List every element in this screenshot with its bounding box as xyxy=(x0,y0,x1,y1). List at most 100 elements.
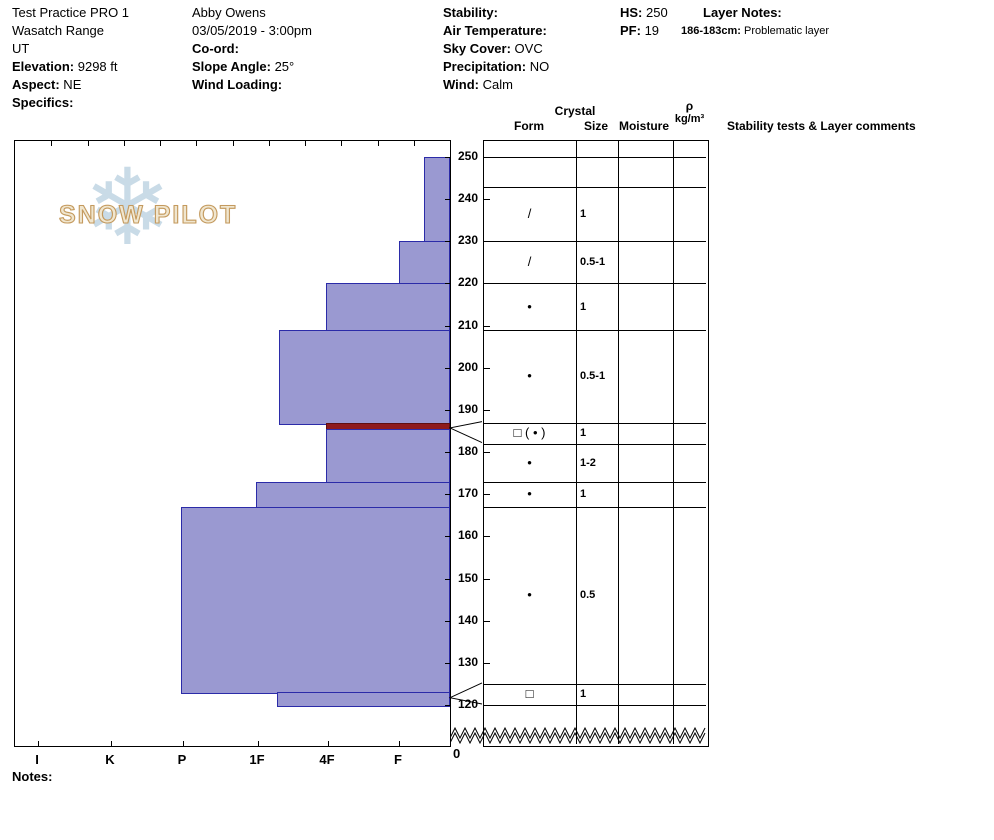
depth-scale: 250 240 230 220 210 200 190 180 170 160 150 140 130 1… xyxy=(449,140,483,745)
header-line: HS: 250 xyxy=(620,5,668,20)
form-column-header: Form xyxy=(514,119,544,133)
layer-boundary-line xyxy=(484,157,706,158)
header-col-snowpack: HS: 250 PF: 19 xyxy=(620,4,668,40)
hardness-axis-label: K xyxy=(105,752,115,767)
depth-tick-mark xyxy=(445,452,450,453)
depth-tick-mark xyxy=(484,494,490,495)
grain-size-value: 1 xyxy=(580,427,587,440)
grain-size-value: 1-2 xyxy=(580,456,596,469)
hardness-tick xyxy=(111,741,112,746)
header-line: Wind Loading: xyxy=(192,77,283,92)
grain-table: / 1 / 0.5-1 • 1 • 0.5-1 □ ( • ) 1 • 1-2 • 1 • 0.5 □ 1 xyxy=(483,140,709,747)
hardness-tick xyxy=(258,741,259,746)
header-line: Precipitation: NO xyxy=(443,59,550,74)
header-line: Aspect: NE xyxy=(12,77,82,92)
depth-tick-label: 250 xyxy=(457,149,478,163)
depth-tick-label: 220 xyxy=(457,275,478,290)
header-col-observer: Abby Owens 03/05/2019 - 3:00pm Co-ord: Slop… xyxy=(192,4,312,94)
header-line: Sky Cover: OVC xyxy=(443,41,543,56)
depth-tick-mark xyxy=(484,621,490,622)
hardness-axis: I K P 1F 4F F xyxy=(14,752,449,768)
depth-tick-mark xyxy=(445,157,450,158)
layer-note-range: 186-183cm: xyxy=(681,25,741,37)
depth-tick-mark xyxy=(484,579,490,580)
header-line: Wind: Calm xyxy=(443,77,513,92)
snow-layer-bar xyxy=(326,428,450,484)
snow-layer-bar xyxy=(279,329,450,425)
hardness-tick xyxy=(399,741,400,746)
graph-top-tick xyxy=(414,141,415,146)
depth-tick-mark xyxy=(484,368,490,369)
depth-tick-mark xyxy=(445,410,450,411)
layer-boundary-line xyxy=(484,330,706,331)
depth-tick-mark xyxy=(445,536,450,537)
hardness-tick xyxy=(183,741,184,746)
depth-tick-mark xyxy=(484,326,490,327)
depth-tick-mark xyxy=(484,199,490,200)
snow-layer-bar xyxy=(424,157,450,244)
snow-layer-bar xyxy=(399,241,450,286)
grain-size-value: 1 xyxy=(580,300,587,313)
graph-top-tick xyxy=(51,141,52,146)
depth-tick-label: 240 xyxy=(457,191,478,206)
header-line: Specifics: xyxy=(12,95,74,110)
snow-layer-bar xyxy=(256,481,450,509)
header-col-layer-notes: Layer Notes: 186-183cm: Problematic laye… xyxy=(681,4,829,40)
depth-tick-label: 170 xyxy=(457,486,478,501)
notes-label: Notes: xyxy=(12,769,53,784)
grain-size-value: 1 xyxy=(580,688,587,701)
graph-top-tick xyxy=(341,141,342,146)
header-line: 03/05/2019 - 3:00pm xyxy=(192,23,312,38)
grain-form-symbol: • xyxy=(527,368,532,384)
header-line: Test Practice PRO 1 xyxy=(12,5,130,20)
header-col-location: Test Practice PRO 1 Wasatch Range UT Elevat… xyxy=(12,4,129,112)
header-line: Co-ord: xyxy=(192,41,239,56)
hardness-tick xyxy=(328,741,329,746)
snowflake-icon: ❄ xyxy=(83,149,172,267)
graph-top-tick xyxy=(305,141,306,146)
depth-tick-mark xyxy=(445,621,450,622)
depth-tick-mark xyxy=(445,705,450,706)
zigzag-line xyxy=(450,727,706,740)
watermark-text: SNOW PILOT xyxy=(58,200,238,229)
thin-layer-callouts xyxy=(449,421,483,705)
depth-tick-label: 160 xyxy=(457,528,478,543)
depth-tick-label: 150 xyxy=(457,570,478,585)
hardness-axis-label: 4F xyxy=(319,752,335,767)
graph-top-tick xyxy=(378,141,379,146)
depth-scale-break-zigzag xyxy=(450,727,706,744)
stability-column-header: Stability tests & Layer comments xyxy=(727,119,916,133)
depth-tick-mark xyxy=(445,241,450,242)
depth-tick-mark xyxy=(445,494,450,495)
grain-size-value: 0.5-1 xyxy=(580,256,606,269)
depth-tick-mark xyxy=(484,536,490,537)
grain-form-symbol: / xyxy=(527,254,532,270)
layer-boundary-line xyxy=(484,187,706,188)
moisture-column-header: Moisture xyxy=(618,119,669,133)
layer-boundary-line xyxy=(484,423,706,424)
density-units-header: kg/m³ xyxy=(674,113,705,125)
density-symbol-header: ρ xyxy=(685,99,694,113)
depth-tick-label: 190 xyxy=(457,401,478,416)
layer-boundary-line xyxy=(484,283,706,284)
depth-tick-mark xyxy=(445,199,450,200)
depth-tick-mark xyxy=(484,663,490,664)
header-col-weather: Stability: Air Temperature: Sky Cover: OVC… xyxy=(443,4,549,94)
layer-boundary-line xyxy=(484,241,706,242)
hardness-graph: ❄ SNOW PILOT xyxy=(14,140,451,747)
header-line: Wasatch Range xyxy=(12,23,105,38)
grain-form-symbol: • xyxy=(527,486,532,502)
grain-form-symbol: □ ( • ) xyxy=(513,425,546,441)
grain-size-value: 1 xyxy=(580,488,587,501)
layer-note-text: Problematic layer xyxy=(744,25,829,37)
snow-layer-bar xyxy=(181,506,450,695)
depth-tick-label: 140 xyxy=(457,612,478,627)
depth-tick-mark xyxy=(445,579,450,580)
snow-layer-bar xyxy=(326,283,450,332)
depth-tick-label: 130 xyxy=(457,654,478,669)
hardness-tick xyxy=(38,741,39,746)
depth-zero-label: 0 xyxy=(453,746,461,761)
layer-boundary-line xyxy=(484,705,706,706)
graph-top-tick xyxy=(233,141,234,146)
depth-tick-mark xyxy=(484,410,490,411)
